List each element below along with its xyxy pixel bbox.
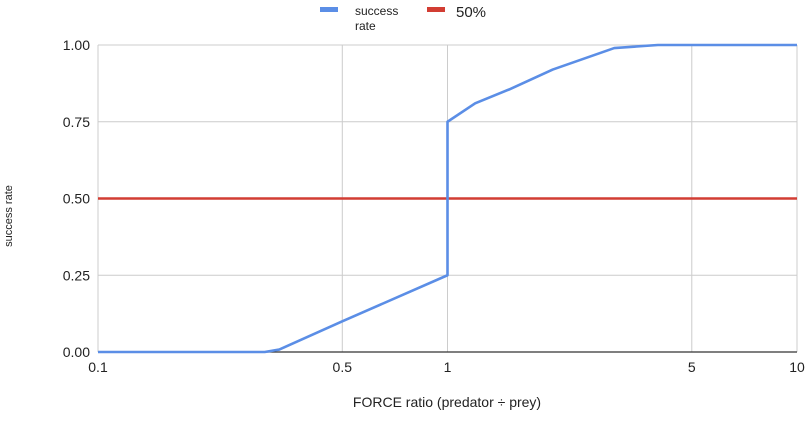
legend: success rate 50% (320, 4, 486, 33)
y-tick-label-0-00: 0.00 (63, 344, 90, 360)
y-axis-title: success rate (3, 185, 15, 247)
x-tick-label-10: 10 (789, 359, 805, 375)
x-axis-title: FORCE ratio (predator ÷ prey) (353, 394, 541, 410)
tick-layer: 0.00 0.25 0.50 0.75 1.00 0.1 0.5 1 5 10 (63, 37, 805, 375)
legend-label-success-rate-line-2: rate (355, 19, 376, 33)
legend-label-50-percent: 50% (456, 4, 486, 21)
legend-swatch-success-rate (320, 7, 338, 12)
series-line-success-rate (98, 43, 797, 354)
legend-label-success-rate-line-1: success (355, 4, 398, 18)
y-tick-label-0-25: 0.25 (63, 267, 90, 283)
legend-swatch-50-percent (427, 7, 445, 12)
y-tick-label-0-50: 0.50 (63, 191, 90, 207)
x-tick-label-5: 5 (688, 359, 696, 375)
x-tick-label-0-5: 0.5 (333, 359, 353, 375)
y-tick-label-1-00: 1.00 (63, 37, 90, 53)
series-layer (98, 43, 797, 354)
y-tick-label-0-75: 0.75 (63, 114, 90, 130)
x-tick-label-0-1: 0.1 (88, 359, 108, 375)
x-tick-label-1: 1 (444, 359, 452, 375)
